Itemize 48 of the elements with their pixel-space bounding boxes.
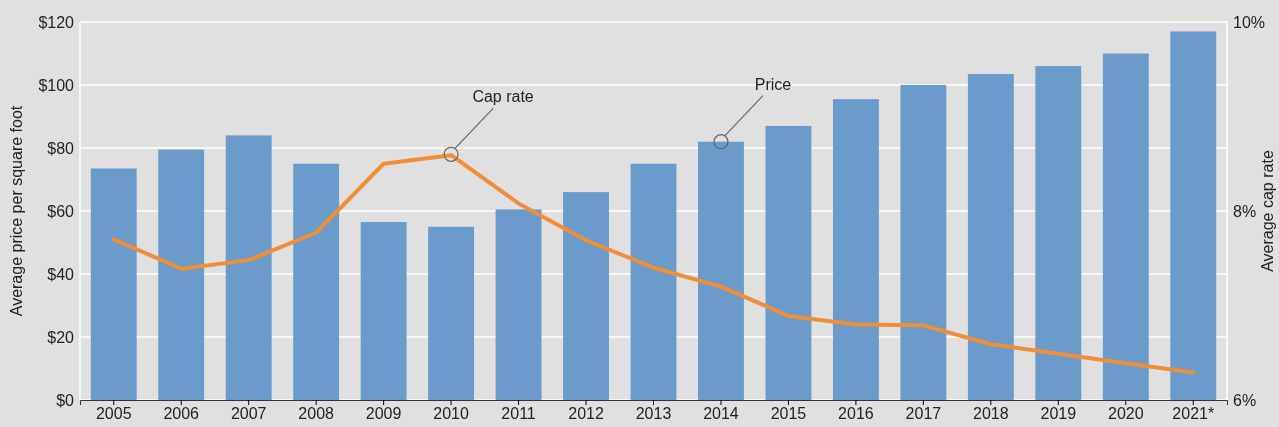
y-tick-label: $80 [47,139,75,157]
x-tick-label: 2017 [905,405,942,423]
y2-tick-label: 6% [1233,391,1257,409]
x-tick-label: 2016 [838,405,874,423]
y-tick-label: $0 [56,391,75,409]
bar [495,209,542,400]
bar [293,163,340,400]
y-tick-label: $60 [47,202,75,220]
y-tick-label: $120 [38,13,75,31]
bar [765,125,812,400]
y-axis-title: Average price per square foot [8,105,25,317]
x-tick-label: 2007 [230,405,267,423]
y-tick-label: $40 [47,265,75,283]
y2-tick-label: 10% [1233,13,1266,31]
bar [563,192,609,400]
bar [90,168,137,400]
x-tick-label: 2014 [703,405,739,423]
x-tick-label: 2009 [365,405,402,423]
x-tick-label: 2012 [568,405,604,423]
x-tick-label: 2008 [298,405,335,423]
bar [225,135,272,400]
y-tick-label: $100 [38,76,75,94]
bar [832,99,879,400]
bar [428,226,475,400]
y-tick-label: $20 [47,328,75,346]
x-tick-label: 2011 [501,405,536,423]
y2-tick-label: 8% [1233,202,1257,220]
x-tick-label: 2020 [1108,405,1144,423]
annotation: Price [754,75,792,93]
x-tick-label: 2013 [635,405,672,423]
bar [158,149,205,400]
x-tick-label: 2015 [770,405,807,423]
x-tick-label: 2010 [433,405,469,423]
bar [967,73,1014,400]
x-tick-label: 2018 [973,405,1009,423]
bar [630,163,677,400]
x-tick-label: 2006 [163,405,200,423]
x-tick-label: 2021* [1172,405,1215,423]
bar [360,222,407,400]
x-tick-label: 2005 [95,405,132,423]
bar [1102,53,1149,400]
bar [698,141,744,400]
x-tick-label: 2019 [1040,405,1077,423]
bar [1170,31,1217,400]
y2-axis-title: Average cap rate [1259,150,1276,272]
bar [900,85,947,400]
bar [1035,66,1082,400]
annotation: Cap rate [472,88,534,106]
